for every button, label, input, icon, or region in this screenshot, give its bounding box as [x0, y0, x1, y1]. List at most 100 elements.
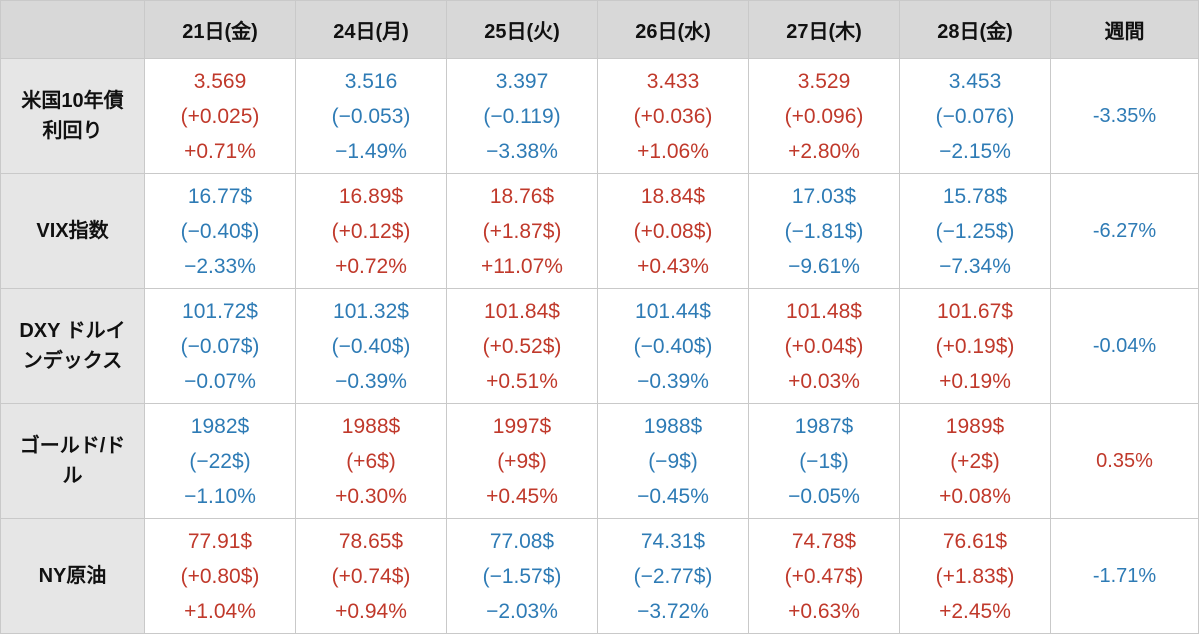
cell-change: (+0.74$) — [331, 564, 411, 588]
data-cell: 1982$ (−22$) −1.10% — [144, 403, 296, 519]
row-label: 米国10年債利回り — [0, 58, 145, 174]
data-cell: 74.78$ (+0.47$) +0.63% — [748, 518, 900, 634]
header-date-26: 26日(水) — [597, 0, 749, 59]
cell-value: 1989$ — [945, 414, 1005, 438]
data-cell: 101.84$ (+0.52$) +0.51% — [446, 288, 598, 404]
data-cell: 17.03$ (−1.81$) −9.61% — [748, 173, 900, 289]
cell-value: 3.453 — [948, 69, 1002, 93]
cell-value: 15.78$ — [942, 184, 1008, 208]
cell-value: 101.67$ — [937, 299, 1013, 323]
table-row: VIX指数 16.77$ (−0.40$) −2.33% 16.89$ (+0.12$) +… — [0, 173, 1199, 289]
row-label: DXY ドルインデックス — [0, 288, 145, 404]
weekly-change: -1.71% — [1050, 518, 1199, 634]
cell-percent: −2.33% — [184, 254, 256, 278]
header-date-28: 28日(金) — [899, 0, 1051, 59]
cell-percent: −0.05% — [788, 484, 860, 508]
header-date-25: 25日(火) — [446, 0, 598, 59]
cell-percent: +0.72% — [335, 254, 407, 278]
data-cell: 101.32$ (−0.40$) −0.39% — [295, 288, 447, 404]
cell-percent: −7.34% — [939, 254, 1011, 278]
data-cell: 3.433 (+0.036) +1.06% — [597, 58, 749, 174]
cell-percent: −3.38% — [486, 139, 558, 163]
cell-change: (−2.77$) — [633, 564, 713, 588]
weekly-change: 0.35% — [1050, 403, 1199, 519]
data-cell: 1989$ (+2$) +0.08% — [899, 403, 1051, 519]
cell-change: (−0.119) — [483, 104, 561, 128]
cell-percent: +0.94% — [335, 599, 407, 623]
cell-value: 101.72$ — [182, 299, 258, 323]
cell-value: 3.569 — [193, 69, 247, 93]
data-cell: 1997$ (+9$) +0.45% — [446, 403, 598, 519]
cell-value: 18.76$ — [489, 184, 555, 208]
cell-change: (−1.25$) — [935, 219, 1015, 243]
data-cell: 15.78$ (−1.25$) −7.34% — [899, 173, 1051, 289]
cell-value: 3.433 — [646, 69, 700, 93]
row-label-text: DXY ドルインデックス — [19, 320, 126, 372]
data-cell: 1987$ (−1$) −0.05% — [748, 403, 900, 519]
cell-value: 101.48$ — [786, 299, 862, 323]
cell-percent: −2.03% — [486, 599, 558, 623]
data-cell: 16.77$ (−0.40$) −2.33% — [144, 173, 296, 289]
cell-change: (+1.87$) — [482, 219, 562, 243]
cell-percent: −1.49% — [335, 139, 407, 163]
data-cell: 1988$ (−9$) −0.45% — [597, 403, 749, 519]
cell-percent: +0.45% — [486, 484, 558, 508]
cell-value: 77.08$ — [489, 529, 555, 553]
cell-percent: +1.06% — [637, 139, 709, 163]
cell-value: 1997$ — [492, 414, 552, 438]
data-cell: 76.61$ (+1.83$) +2.45% — [899, 518, 1051, 634]
cell-percent: −0.39% — [637, 369, 709, 393]
cell-change: (−0.076) — [935, 104, 1015, 128]
cell-change: (−9$) — [648, 449, 698, 473]
weekly-change: -0.04% — [1050, 288, 1199, 404]
row-label: ゴールド/ドル — [0, 403, 145, 519]
cell-change: (−0.40$) — [180, 219, 260, 243]
data-cell: 101.44$ (−0.40$) −0.39% — [597, 288, 749, 404]
cell-value: 17.03$ — [791, 184, 857, 208]
cell-percent: +0.08% — [939, 484, 1011, 508]
header-weekly: 週間 — [1050, 0, 1199, 59]
cell-value: 18.84$ — [640, 184, 706, 208]
data-cell: 3.397 (−0.119) −3.38% — [446, 58, 598, 174]
cell-percent: +0.51% — [486, 369, 558, 393]
data-cell: 78.65$ (+0.74$) +0.94% — [295, 518, 447, 634]
cell-change: (+0.04$) — [784, 334, 864, 358]
cell-change: (−1.57$) — [482, 564, 562, 588]
cell-value: 74.31$ — [640, 529, 706, 553]
row-label-text: VIX指数 — [36, 220, 109, 242]
data-cell: 101.67$ (+0.19$) +0.19% — [899, 288, 1051, 404]
cell-value: 1987$ — [794, 414, 854, 438]
data-cell: 101.48$ (+0.04$) +0.03% — [748, 288, 900, 404]
cell-value: 101.44$ — [635, 299, 711, 323]
table-row: ゴールド/ドル 1982$ (−22$) −1.10% 1988$ (+6$) +0.30%… — [0, 403, 1199, 519]
cell-change: (+0.12$) — [331, 219, 411, 243]
cell-value: 77.91$ — [187, 529, 253, 553]
cell-percent: +2.45% — [939, 599, 1011, 623]
cell-change: (+0.025) — [180, 104, 260, 128]
data-cell: 3.569 (+0.025) +0.71% — [144, 58, 296, 174]
cell-value: 76.61$ — [942, 529, 1008, 553]
table-row: 米国10年債利回り 3.569 (+0.025) +0.71% 3.516 (−0.053… — [0, 58, 1199, 174]
row-label-text: 米国10年債利回り — [21, 90, 124, 142]
cell-change: (−0.07$) — [180, 334, 260, 358]
data-cell: 1988$ (+6$) +0.30% — [295, 403, 447, 519]
cell-percent: +0.03% — [788, 369, 860, 393]
data-cell: 77.91$ (+0.80$) +1.04% — [144, 518, 296, 634]
row-label: VIX指数 — [0, 173, 145, 289]
table-row: NY原油 77.91$ (+0.80$) +1.04% 78.65$ (+0.74$) +0… — [0, 518, 1199, 634]
data-cell: 18.76$ (+1.87$) +11.07% — [446, 173, 598, 289]
cell-percent: +2.80% — [788, 139, 860, 163]
cell-value: 3.397 — [495, 69, 549, 93]
data-cell: 74.31$ (−2.77$) −3.72% — [597, 518, 749, 634]
cell-percent: +0.71% — [184, 139, 256, 163]
cell-change: (+0.52$) — [482, 334, 562, 358]
row-label-text: NY原油 — [38, 565, 107, 587]
data-cell: 77.08$ (−1.57$) −2.03% — [446, 518, 598, 634]
cell-change: (+2$) — [950, 449, 1000, 473]
cell-percent: +0.30% — [335, 484, 407, 508]
cell-percent: −9.61% — [788, 254, 860, 278]
cell-value: 1982$ — [190, 414, 250, 438]
row-label-text: ゴールド/ドル — [19, 435, 126, 487]
cell-value: 1988$ — [643, 414, 703, 438]
